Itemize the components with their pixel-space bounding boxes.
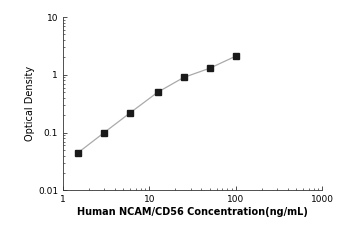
X-axis label: Human NCAM/CD56 Concentration(ng/mL): Human NCAM/CD56 Concentration(ng/mL) [77,207,308,217]
Y-axis label: Optical Density: Optical Density [25,66,35,141]
